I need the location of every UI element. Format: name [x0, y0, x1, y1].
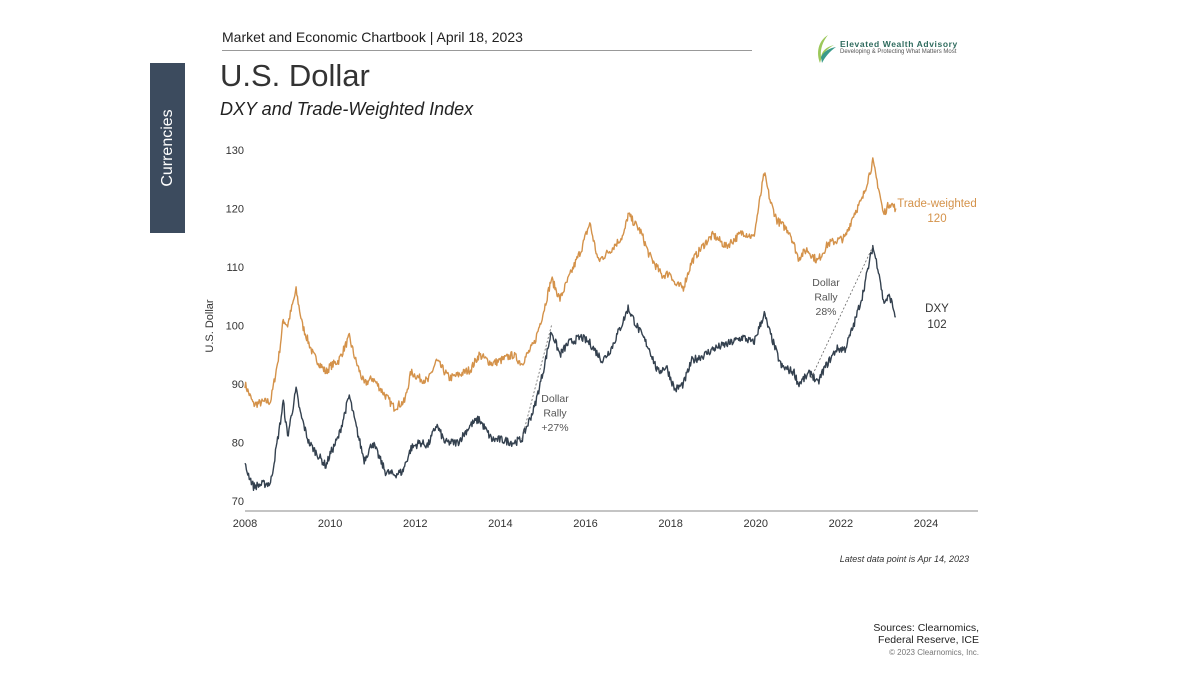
y-tick-label: 100: [226, 321, 244, 333]
x-tick-label: 2016: [573, 518, 597, 530]
series-line-dxy: [244, 244, 896, 491]
header-divider: [222, 50, 752, 51]
x-tick-label: 2010: [318, 518, 342, 530]
copyright: © 2023 Clearnomics, Inc.: [889, 648, 979, 657]
chartbook-header: Market and Economic Chartbook | April 18…: [222, 29, 523, 45]
page-title: U.S. Dollar: [220, 58, 370, 93]
logo-tagline: Developing & Protecting What Matters Mos…: [840, 49, 957, 55]
series-end-value: 102: [927, 319, 946, 331]
y-axis-title: U.S. Dollar: [204, 299, 216, 353]
latest-data-note: Latest data point is Apr 14, 2023: [839, 554, 969, 564]
y-tick-label: 90: [232, 379, 244, 391]
y-tick-label: 80: [232, 438, 244, 450]
series-label: Trade-weighted: [897, 198, 976, 210]
x-tick-label: 2020: [744, 518, 768, 530]
rally-annotation-text: Rally: [814, 292, 838, 304]
x-tick-label: 2008: [233, 518, 257, 530]
series-line-trade-weighted: [244, 157, 897, 412]
series-label: DXY: [925, 303, 949, 315]
x-tick-label: 2024: [914, 518, 938, 530]
rally-trend-line: [810, 246, 874, 379]
series-end-value: 120: [927, 213, 946, 225]
x-tick-label: 2014: [488, 518, 512, 530]
x-tick-label: 2018: [658, 518, 682, 530]
x-tick-label: 2012: [403, 518, 427, 530]
x-tick-label: 2022: [829, 518, 853, 530]
y-tick-label: 130: [226, 145, 244, 157]
page-subtitle: DXY and Trade-Weighted Index: [220, 99, 474, 119]
y-tick-label: 110: [226, 262, 244, 274]
rally-annotation-text: Dollar: [541, 393, 569, 405]
section-tab: Currencies: [150, 63, 185, 233]
sources-line-2: Federal Reserve, ICE: [878, 634, 979, 646]
logo: Elevated Wealth Advisory Developing & Pr…: [814, 33, 984, 65]
sources-line-1: Sources: Clearnomics,: [873, 622, 979, 634]
leaf-logo-icon: [818, 35, 836, 63]
rally-annotation-text: 28%: [815, 306, 836, 318]
sources: Sources: Clearnomics, Federal Reserve, I…: [873, 622, 979, 646]
rally-annotation-text: +27%: [541, 422, 568, 434]
rally-annotation-text: Rally: [543, 408, 567, 420]
y-tick-label: 70: [232, 496, 244, 508]
rally-annotation-text: Dollar: [812, 277, 840, 289]
logo-name: Elevated Wealth Advisory: [840, 39, 958, 49]
y-tick-label: 120: [226, 204, 244, 216]
